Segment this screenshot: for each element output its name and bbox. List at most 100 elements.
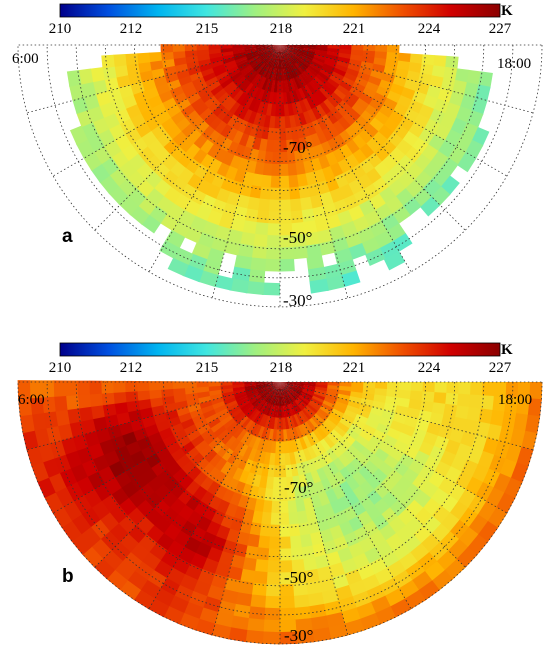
heatmap-cell	[363, 382, 376, 389]
heatmap-cell	[288, 389, 300, 399]
heatmap-cell	[282, 92, 288, 105]
heatmap-cell	[208, 385, 221, 392]
heatmap-cell	[283, 441, 290, 454]
heatmap-cell	[357, 466, 373, 482]
heatmap-cell	[222, 80, 236, 93]
heatmap-cell	[346, 107, 361, 122]
heatmap-cell	[279, 465, 287, 478]
heatmap-cell	[234, 413, 247, 425]
heatmap-cell	[339, 221, 358, 238]
heatmap-cell	[521, 430, 538, 452]
heatmap-cell	[282, 68, 288, 81]
heatmap-cell	[245, 388, 258, 394]
heatmap-cell	[136, 380, 150, 392]
heatmap-cell	[291, 45, 305, 47]
heatmap-cell	[287, 390, 296, 402]
heatmap-cell	[220, 384, 233, 390]
heatmap-cell	[234, 393, 247, 401]
heatmap-cell	[264, 583, 280, 597]
heatmap-cell	[378, 416, 394, 429]
heatmap-cell	[228, 423, 241, 437]
heatmap-cell	[58, 467, 78, 488]
heatmap-cell	[297, 396, 309, 407]
heatmap-cell	[238, 62, 251, 72]
heatmap-cell	[300, 485, 311, 500]
heatmap-cell	[343, 569, 363, 586]
heatmap-cell	[294, 62, 304, 74]
heatmap-cell	[208, 52, 222, 60]
heatmap-cell	[129, 418, 145, 432]
heatmap-cell	[338, 481, 354, 497]
heatmap-cell	[242, 445, 253, 460]
heatmap-cell	[267, 382, 280, 384]
heatmap-cell	[185, 392, 199, 401]
latitude-circle	[134, 381, 426, 528]
heatmap-cell	[173, 393, 187, 403]
heatmap-cell	[239, 431, 251, 445]
heatmap-cell	[293, 400, 302, 413]
colorbar-b-unit: K	[501, 342, 513, 358]
heatmap-cell	[256, 384, 269, 389]
heatmap-cell	[360, 237, 381, 256]
heatmap-cell	[221, 53, 234, 61]
heatmap-cell	[368, 435, 384, 450]
heatmap-cell	[498, 426, 514, 446]
heatmap-cell	[381, 154, 399, 172]
heatmap-cell	[265, 476, 274, 490]
heatmap-cell	[102, 65, 117, 80]
heatmap-cell	[172, 91, 188, 105]
heatmap-cell	[224, 399, 238, 409]
heatmap-cell	[278, 512, 290, 526]
heatmap-cell	[216, 91, 230, 105]
heatmap-cell	[527, 398, 542, 419]
heatmap-cell	[256, 101, 265, 115]
heatmap-cell	[382, 97, 398, 112]
heatmap-cell	[286, 79, 293, 93]
heatmap-cell	[330, 92, 343, 105]
heatmap-cell	[224, 435, 237, 449]
heatmap-cell	[328, 525, 344, 541]
heatmap-cell	[286, 151, 296, 165]
heatmap-cell	[253, 161, 265, 176]
panel-label-a: a	[62, 226, 73, 247]
heatmap-cell	[267, 45, 280, 48]
heatmap-cell	[262, 53, 273, 64]
heatmap-cell	[318, 424, 331, 437]
heatmap-cell	[283, 393, 288, 406]
heatmap-cell	[303, 48, 316, 53]
heatmap-cell	[231, 381, 245, 386]
heatmap-cell	[198, 63, 213, 72]
heatmap-cell	[322, 263, 342, 280]
heatmap-cell	[309, 431, 320, 445]
heatmap-cell	[360, 398, 374, 408]
heatmap-cell	[235, 531, 250, 546]
heatmap-cell	[397, 95, 413, 110]
heatmap-cell	[280, 382, 290, 391]
heatmap-cell	[289, 415, 296, 429]
heatmap-cell	[287, 440, 295, 454]
heatmap-cell	[291, 47, 304, 52]
heatmap-cell	[47, 471, 67, 493]
heatmap-cell	[285, 392, 293, 404]
heatmap-cell	[244, 384, 257, 390]
heatmap-cell	[388, 147, 406, 164]
heatmap-cell	[280, 45, 290, 54]
heatmap-cell	[279, 417, 284, 431]
heatmap-cell	[184, 446, 200, 461]
heatmap-cell	[290, 126, 299, 140]
heatmap-cell	[256, 88, 265, 102]
heatmap-cell	[213, 562, 231, 578]
heatmap-cell	[286, 404, 292, 417]
heatmap-cell	[340, 607, 361, 625]
heatmap-cell	[250, 582, 267, 597]
heatmap-cell	[287, 53, 296, 65]
heatmap-cell	[311, 106, 322, 121]
heatmap-cell	[267, 392, 275, 404]
heatmap-cell	[326, 415, 340, 427]
heatmap-cell	[168, 160, 186, 178]
heatmap-cell	[169, 85, 184, 98]
heatmap-cell	[231, 130, 244, 145]
heatmap-cell	[65, 480, 85, 502]
heatmap-cell	[260, 102, 269, 116]
heatmap-cell	[269, 512, 280, 526]
